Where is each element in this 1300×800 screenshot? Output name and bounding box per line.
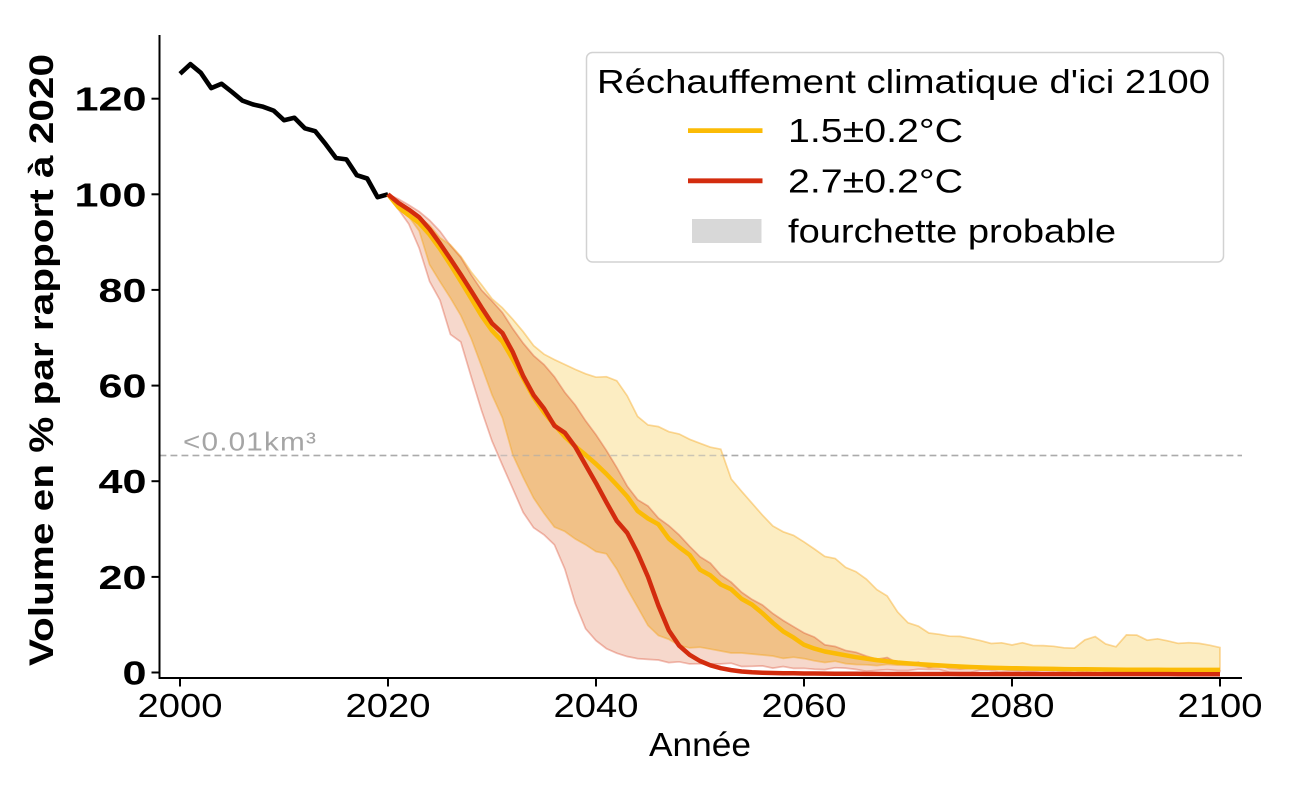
svg-text:40: 40 bbox=[99, 463, 147, 500]
svg-text:2040: 2040 bbox=[554, 687, 639, 724]
svg-text:Réchauffement climatique d'ici: Réchauffement climatique d'ici 2100 bbox=[597, 63, 1210, 100]
svg-text:0: 0 bbox=[123, 655, 147, 692]
svg-text:2060: 2060 bbox=[762, 687, 847, 724]
svg-text:2100: 2100 bbox=[1178, 687, 1263, 724]
svg-text:fourchette probable: fourchette probable bbox=[788, 213, 1116, 250]
svg-text:20: 20 bbox=[99, 559, 147, 596]
svg-text:2000: 2000 bbox=[138, 687, 223, 724]
svg-text:80: 80 bbox=[99, 272, 147, 309]
svg-text:2.7±0.2°C: 2.7±0.2°C bbox=[788, 162, 963, 199]
svg-text:2080: 2080 bbox=[970, 687, 1055, 724]
svg-text:60: 60 bbox=[99, 368, 147, 405]
svg-text:120: 120 bbox=[75, 81, 147, 118]
svg-text:Volume en % par rapport à 2020: Volume en % par rapport à 2020 bbox=[23, 54, 61, 666]
svg-text:<0.01km³: <0.01km³ bbox=[183, 427, 317, 457]
svg-text:100: 100 bbox=[75, 176, 147, 213]
svg-text:1.5±0.2°C: 1.5±0.2°C bbox=[788, 112, 963, 149]
svg-text:2020: 2020 bbox=[346, 687, 431, 724]
svg-text:Année: Année bbox=[649, 726, 751, 763]
